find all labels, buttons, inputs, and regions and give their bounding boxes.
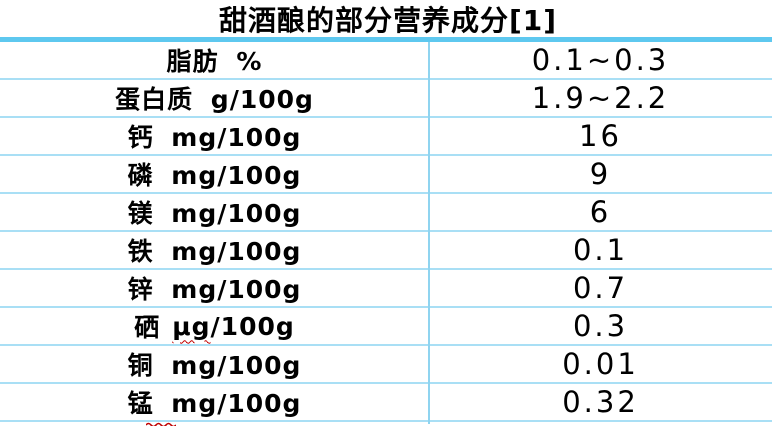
row-label: 锰 mg/100g xyxy=(127,389,302,418)
row-label-element: 硒 xyxy=(134,313,161,342)
row-value: 0.1~0.3 xyxy=(531,43,670,77)
row-value: 0.32 xyxy=(562,385,639,419)
row-value: 0.01 xyxy=(562,347,639,381)
page-title: 甜酒酿的部分营养成分[1] xyxy=(218,3,558,37)
row-label-unit-suffix: /100g xyxy=(210,311,295,341)
table-row: 铁 mg/100g 0.1 xyxy=(0,232,772,270)
table-row: 锌 mg/100g 0.7 xyxy=(0,270,772,308)
table-row: 硒 μg/100g 0.3 xyxy=(0,308,772,346)
row-label: 镁 mg/100g xyxy=(127,199,302,228)
row-label: 硒 μg/100g xyxy=(0,308,429,344)
row-label: 蛋白质 g/100g xyxy=(115,85,314,114)
row-value: 6 xyxy=(589,195,612,229)
table-row: 镁 mg/100g 6 xyxy=(0,194,772,232)
row-value: 0.1 xyxy=(572,233,629,267)
table-row: 锰 mg/100g 0.32 xyxy=(0,384,772,422)
row-label: 脂肪 % xyxy=(166,47,263,76)
row-label: 钙 mg/100g xyxy=(127,123,302,152)
row-value: 1.9~2.2 xyxy=(531,81,670,115)
table-row: 蛋白质 g/100g 1.9~2.2 xyxy=(0,80,772,118)
nutrition-table: 脂肪 % 0.1~0.3 蛋白质 g/100g 1.9~2.2 钙 mg/100… xyxy=(0,42,772,422)
table-row: 脂肪 % 0.1~0.3 xyxy=(0,42,772,80)
table-row: 磷 mg/100g 9 xyxy=(0,156,772,194)
row-value: 0.7 xyxy=(572,271,629,305)
row-label: 铁 mg/100g xyxy=(127,237,302,266)
row-label: 磷 mg/100g xyxy=(127,161,302,190)
row-label: 铜 mg/100g xyxy=(127,351,302,380)
row-value: 0.3 xyxy=(572,309,629,343)
row-label: 锌 mg/100g xyxy=(127,275,302,304)
row-value: 9 xyxy=(589,157,612,191)
selenium-unit-spellcheck-underline: μg xyxy=(172,311,211,341)
row-value: 16 xyxy=(579,119,622,153)
table-top-border xyxy=(0,37,772,42)
table-row: 铜 mg/100g 0.01 xyxy=(0,346,772,384)
table-row: 钙 mg/100g 16 xyxy=(0,118,772,156)
column-divider-line xyxy=(428,42,430,424)
